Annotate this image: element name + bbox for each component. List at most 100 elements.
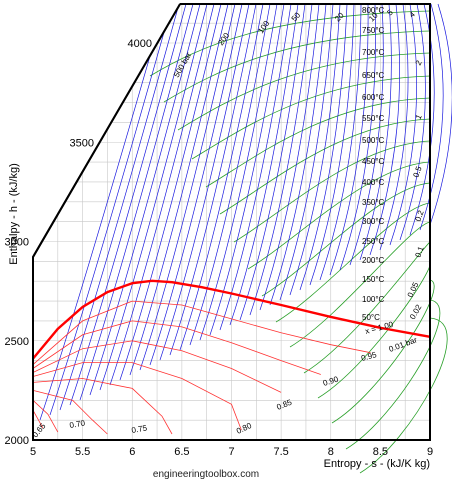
isotherm-line: [345, 299, 441, 450]
isobar-lines: [39, 3, 452, 421]
isotherm-line: [177, 52, 431, 131]
isobar-line: [109, 3, 215, 386]
isobar-line: [279, 3, 334, 301]
isotherm-label: 300°C: [362, 217, 385, 226]
quality-label: 0.75: [131, 423, 148, 435]
isobar-line: [329, 3, 369, 276]
isobar-line: [39, 3, 166, 421]
isobar-line: [79, 3, 194, 401]
isobar-label: 2: [414, 59, 424, 67]
isobar-line: [369, 3, 400, 256]
isobar-line: [359, 3, 392, 261]
plot-frame: [0, 0, 431, 441]
isobar-line: [219, 3, 292, 331]
isotherm-label: 650°C: [362, 71, 385, 80]
isotherm-label: 400°C: [362, 178, 385, 187]
isotherm-line: [191, 75, 431, 160]
isobar-line: [349, 3, 384, 266]
x-tick-label: 6: [129, 446, 135, 458]
quality-label: 0.70: [69, 418, 86, 430]
tick-labels: 5 5.5 6 6.5 7 7.5 8 8.5 9 2000 2500 3000 3500 4000: [5, 38, 434, 458]
isobar-line: [429, 3, 452, 226]
isotherm-line: [205, 97, 431, 188]
quality-label: 0.95: [360, 350, 378, 363]
quality-line: [32, 410, 44, 429]
y-tick-label: 4000: [128, 38, 152, 50]
y-tick-label: 2000: [5, 435, 29, 447]
isotherm-line: [359, 317, 448, 474]
isobar-label: 5: [386, 7, 396, 17]
x-axis-label: Entropy - s - (kJ/K kg): [324, 458, 430, 470]
isobar-line: [269, 3, 327, 306]
quality-line: [32, 300, 371, 365]
isotherm-label: 250°C: [362, 237, 385, 246]
quality-lines: [32, 300, 371, 435]
isobar-line: [389, 3, 417, 246]
isotherm-label: 350°C: [362, 198, 385, 207]
quality-line: [32, 340, 282, 393]
isobar-line: [59, 3, 180, 411]
isotherm-label: 100°C: [362, 295, 385, 304]
isotherm-line: [331, 279, 435, 424]
quality-line: [32, 362, 242, 431]
isobar-line: [239, 3, 306, 321]
isotherm-label: 700°C: [362, 48, 385, 57]
isobar-line: [309, 3, 355, 286]
quality-line: [32, 320, 321, 375]
isobar-line: [179, 3, 264, 351]
isobar-line: [149, 3, 243, 366]
quality-line: [32, 400, 59, 433]
isobar-label: 0.2: [413, 209, 425, 223]
diagonal-border: [32, 3, 181, 258]
isobar-line: [209, 3, 285, 336]
isotherm-label: 750°C: [362, 26, 385, 35]
plot-border: [32, 3, 431, 441]
isobar-line: [189, 3, 271, 346]
x-tick-label: 7.5: [273, 446, 288, 458]
isotherm-label: 150°C: [362, 275, 385, 284]
isobar-line: [119, 3, 222, 381]
isotherm-line: [261, 182, 431, 297]
isobar-label: 0.1: [413, 245, 425, 259]
isotherm-label: 800°C: [362, 6, 385, 15]
isotherm-label: 500°C: [362, 136, 385, 145]
y-axis-label: Enthalpy - h - (kJ/kg): [8, 163, 20, 264]
isotherm-line: [163, 30, 431, 103]
isotherm-label: 50°C: [362, 313, 380, 322]
isotherm-label: 450°C: [362, 157, 385, 166]
y-tick-label: 3500: [70, 137, 94, 149]
x-tick-label: 8.5: [373, 446, 388, 458]
saturation-curve: [32, 279, 431, 360]
isobar-label: 4: [408, 9, 418, 19]
outside-mask: [0, 0, 180, 256]
x-tick-label: 7: [228, 446, 234, 458]
isobar-line: [89, 3, 201, 396]
isobar-line: [69, 3, 187, 406]
isobar-line: [289, 3, 341, 296]
isotherm-label: 600°C: [362, 93, 385, 102]
isobar-line: [249, 3, 313, 316]
isobar-line: [379, 3, 409, 251]
isobar-line: [229, 3, 299, 326]
isobar-label: 1: [414, 113, 424, 121]
isobar-line: [99, 3, 208, 391]
footer-credit: engineeringtoolbox.com: [153, 469, 259, 480]
isotherm-line: [233, 140, 431, 243]
x-tick-label: 5.5: [75, 446, 90, 458]
x-tick-label: 5: [30, 446, 36, 458]
saturation-line: [32, 279, 431, 360]
y-tick-label: 2500: [5, 336, 29, 348]
isobar-line: [299, 3, 348, 291]
quality-line: [32, 390, 108, 435]
x-tick-label: 9: [427, 446, 433, 458]
isobar-line: [419, 3, 444, 231]
isotherm-line: [149, 10, 431, 77]
x-tick-label: 8: [328, 446, 334, 458]
isobar-line: [129, 3, 229, 376]
isobar-line: [199, 3, 278, 341]
isotherm-label: 550°C: [362, 114, 385, 123]
isotherm-label: 200°C: [362, 256, 385, 265]
isobar-line: [169, 3, 257, 356]
